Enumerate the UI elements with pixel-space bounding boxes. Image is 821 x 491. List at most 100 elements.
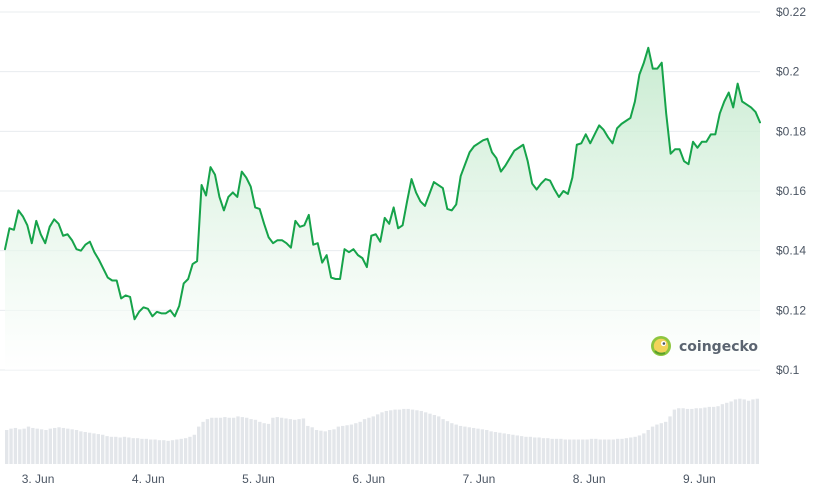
volume-bar (284, 418, 288, 464)
volume-bar (153, 439, 157, 464)
volume-bar (471, 427, 476, 464)
x-tick-label: 7. Jun (463, 472, 496, 486)
price-line (4, 46, 761, 321)
volume-bar (402, 408, 406, 464)
volume-bar (175, 439, 179, 464)
volume-bar (236, 416, 240, 464)
x-tick-label: 3. Jun (22, 472, 55, 486)
volume-bar (410, 409, 415, 464)
volume-bar (629, 437, 633, 464)
volume-bar (393, 409, 397, 464)
volume-bar (57, 427, 61, 464)
volume-bar (205, 419, 210, 464)
volume-bar (26, 426, 31, 464)
volume-bar (197, 426, 201, 464)
volume-bar (480, 429, 485, 464)
volume-bar (602, 439, 607, 464)
volume-bar (476, 428, 480, 464)
volume-bar (70, 429, 74, 464)
volume-bar (122, 436, 127, 464)
price-area-fill (5, 47, 760, 371)
x-tick-label: 4. Jun (132, 472, 165, 486)
volume-bar (275, 417, 279, 464)
volume-bar (589, 438, 594, 464)
volume-bar (96, 434, 101, 464)
volume-bar (362, 419, 367, 464)
volume-bar (105, 436, 109, 464)
volume-bar (506, 434, 511, 464)
volume-bar (607, 439, 611, 464)
volume-bar (188, 436, 192, 464)
volume-bar (367, 417, 371, 464)
volume-bar (659, 423, 663, 464)
volume-bar (463, 426, 467, 464)
volume-bar (397, 409, 402, 464)
volume-bar (428, 413, 432, 464)
volume-bar (83, 432, 87, 464)
volume-bar (18, 429, 22, 464)
volume-bar (31, 427, 35, 464)
volume-bar (332, 429, 336, 464)
volume-bar (249, 419, 253, 464)
volume-bar (262, 423, 266, 464)
volume-bar (53, 427, 57, 464)
volume-bar (13, 427, 18, 464)
volume-bar (720, 404, 725, 464)
volume-bar (519, 436, 524, 464)
volume-bar (746, 400, 751, 464)
x-tick-label: 6. Jun (352, 472, 385, 486)
volume-bar (210, 417, 214, 464)
x-axis-ticks: 3. Jun 4. Jun 5. Jun 6. Jun 7. Jun 8. Jun 9. J… (22, 472, 716, 486)
volume-bar (48, 428, 52, 464)
volume-bar (624, 438, 629, 464)
volume-bar (511, 434, 515, 464)
volume-bar (118, 437, 122, 464)
volume-bar (323, 431, 327, 464)
volume-bar (541, 438, 546, 464)
volume-bar (297, 419, 301, 464)
volume-bar (615, 438, 620, 464)
volume-bar (192, 434, 197, 464)
volume-bar (598, 439, 602, 464)
volume-bar (22, 428, 26, 464)
volume-bar (550, 438, 554, 464)
volume-bar (310, 427, 314, 464)
y-tick-label: $0.12 (776, 303, 806, 317)
volume-bar (87, 432, 92, 464)
volume-bar (279, 417, 284, 464)
volume-bar (642, 433, 646, 464)
volume-bar (389, 410, 393, 464)
volume-bar (585, 439, 589, 464)
volume-bar (646, 430, 650, 464)
brand-name: coingecko (679, 339, 758, 355)
volume-bar (301, 418, 306, 464)
volume-bar (437, 416, 441, 464)
volume-bar (341, 425, 345, 464)
volume-bar (79, 431, 83, 464)
volume-bar (755, 398, 759, 464)
volume-bar (101, 434, 105, 464)
volume-bar (380, 412, 384, 464)
volume-bar (227, 417, 231, 464)
volume-bar (271, 417, 275, 464)
volume-bar (498, 432, 502, 464)
x-tick-label: 5. Jun (242, 472, 275, 486)
volume-bar (253, 419, 258, 464)
volume-bar (349, 424, 354, 464)
volume-bar (681, 408, 685, 464)
volume-bar (157, 440, 162, 464)
volume-bar (306, 425, 310, 464)
volume-bar (419, 410, 423, 464)
volume-bar (39, 429, 44, 464)
volume-bar (9, 428, 13, 464)
volume-bar (738, 398, 742, 464)
volume-bar (61, 427, 66, 464)
volume-bar (109, 436, 114, 464)
volume-bar (725, 402, 729, 464)
volume-bar (450, 423, 454, 464)
volume-bar (354, 423, 358, 464)
volume-bar (563, 439, 567, 464)
volume-bar (637, 435, 642, 464)
gecko-logo-icon (651, 336, 671, 356)
volume-bar (711, 406, 716, 464)
